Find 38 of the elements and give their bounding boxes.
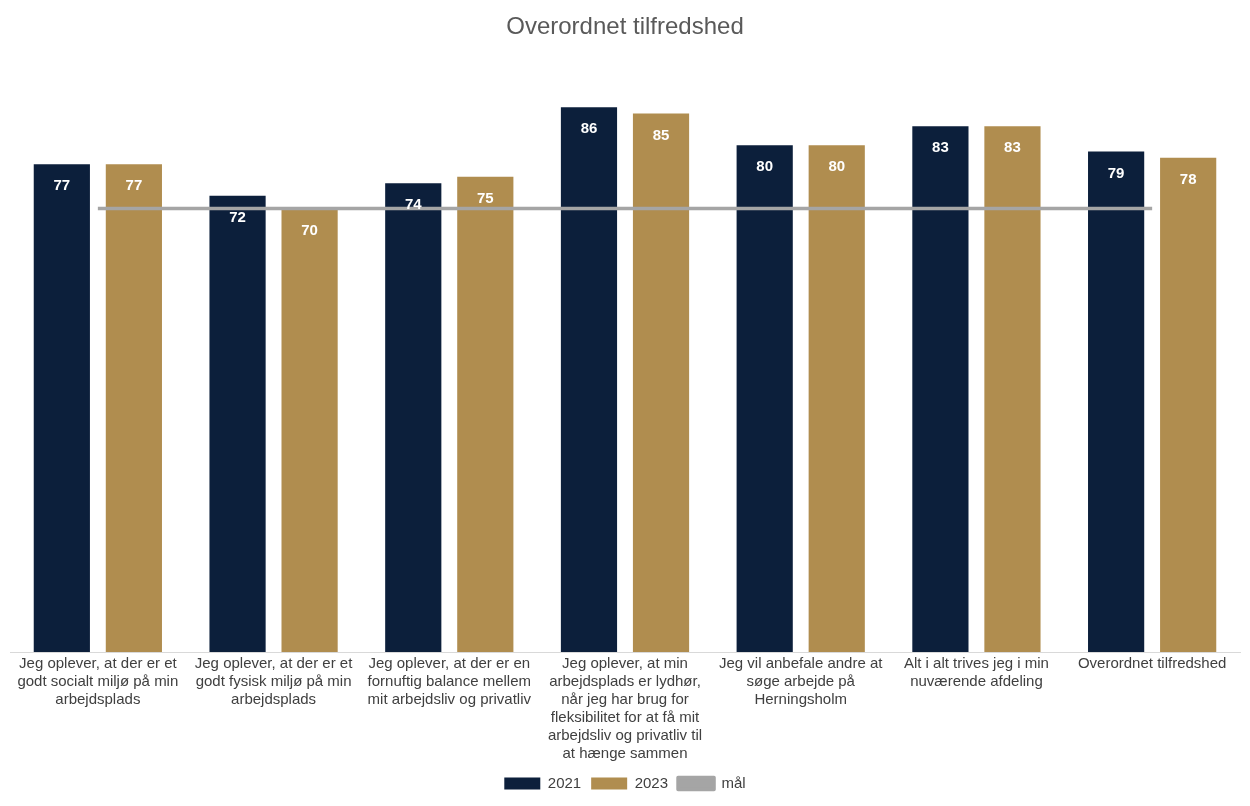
bar bbox=[632, 113, 690, 652]
bar bbox=[912, 126, 969, 652]
bar bbox=[736, 145, 793, 652]
x-tick-label: Jeg oplever, at der er et godt fysisk miljø på min arbejdsplads bbox=[194, 654, 354, 708]
bar bbox=[33, 164, 90, 652]
legend-label: mål bbox=[721, 773, 746, 791]
x-tick-label: Alt i alt trives jeg i min nuværende afdeling bbox=[903, 654, 1049, 690]
bar bbox=[281, 208, 338, 652]
data-label: 72 bbox=[229, 207, 246, 225]
data-label: 79 bbox=[1107, 163, 1125, 181]
bar bbox=[1160, 157, 1217, 652]
data-label: 75 bbox=[476, 188, 494, 206]
bar bbox=[385, 183, 442, 652]
data-label: 80 bbox=[756, 157, 774, 175]
data-label: 77 bbox=[125, 176, 143, 194]
x-tick-label: Jeg oplever, at der er et godt socialt miljø på min arbejdsplads bbox=[17, 654, 179, 708]
x-tick-label: Overordnet tilfredshed bbox=[1077, 654, 1227, 672]
data-label: 70 bbox=[301, 220, 318, 238]
data-label: 83 bbox=[932, 138, 949, 156]
bar bbox=[457, 176, 514, 652]
data-label: 86 bbox=[580, 119, 598, 137]
bar bbox=[209, 195, 266, 652]
x-tick-label: Jeg vil anbefale andre at søge arbejde på Herningsholm bbox=[718, 654, 884, 708]
chart-title: Overordnet tilfredshed bbox=[506, 12, 744, 40]
bar bbox=[808, 145, 865, 652]
legend-label: 2023 bbox=[634, 773, 669, 791]
bar bbox=[105, 164, 162, 652]
legend-label: 2021 bbox=[547, 773, 582, 791]
data-label: 85 bbox=[652, 125, 670, 143]
data-label: 83 bbox=[1004, 138, 1021, 156]
data-label: 78 bbox=[1179, 169, 1197, 187]
bar bbox=[984, 126, 1041, 652]
x-tick-label: Jeg oplever, at min arbejdsplads er lydhør, når jeg har brug for fleksibilitet for at få mit arbejdsliv og privatliv til at hænge sammen bbox=[547, 654, 703, 762]
x-tick-label: Jeg oplever, at der er en fornuftig balance mellem mit arbejdsliv og privatliv bbox=[367, 654, 532, 708]
data-label: 80 bbox=[828, 157, 846, 175]
data-label: 77 bbox=[53, 176, 71, 194]
bar bbox=[1088, 151, 1145, 652]
bar bbox=[560, 107, 618, 652]
